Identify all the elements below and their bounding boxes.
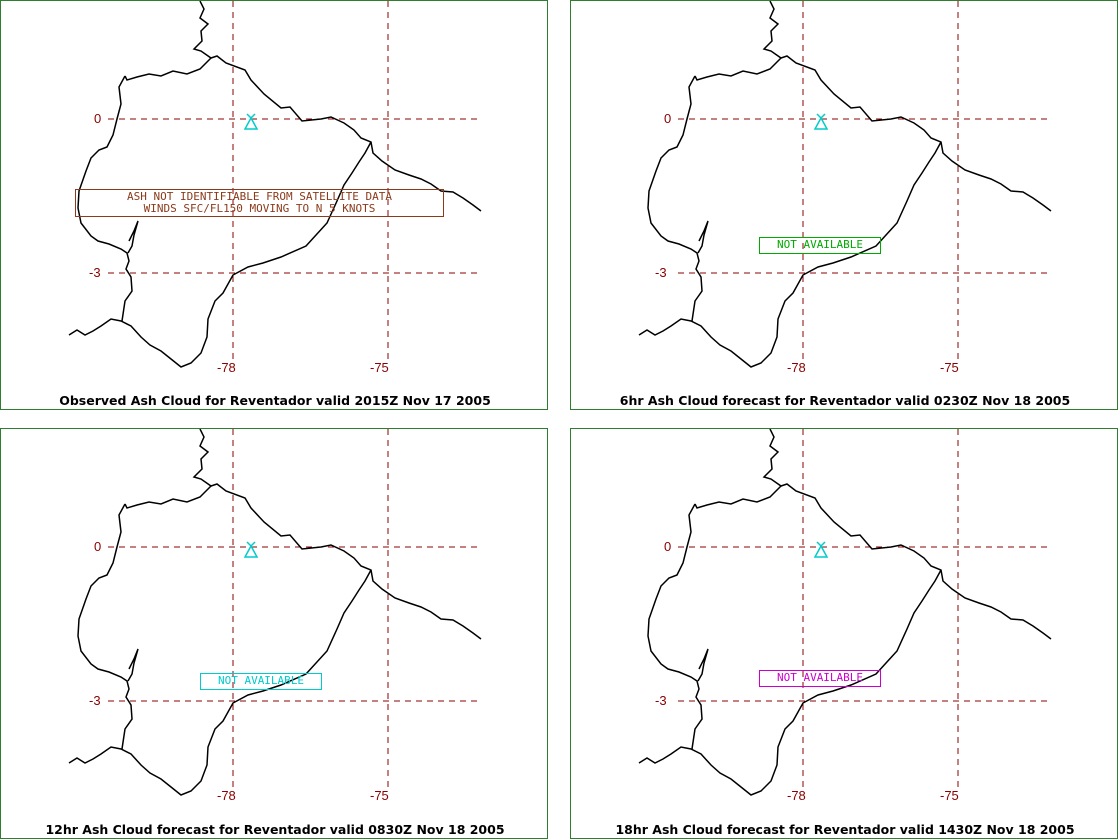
border-line <box>638 141 942 368</box>
coastline <box>192 429 482 640</box>
lon-label-minus75: -75 <box>940 360 959 375</box>
lat-label-0: 0 <box>664 539 672 554</box>
coastline <box>697 648 709 682</box>
map-panel-18hr: 0 -3 -78 -75 NOT AVAILABLE 18hr Ash Clou… <box>570 428 1118 839</box>
lat-label-0: 0 <box>94 111 102 126</box>
coastline <box>127 648 139 682</box>
coastline <box>694 57 782 81</box>
lon-label-minus78: -78 <box>787 788 806 803</box>
map-canvas <box>68 429 482 796</box>
ash-status-notice: NOT AVAILABLE <box>759 237 881 254</box>
volcano-icon <box>243 113 259 130</box>
volcano-icon <box>243 541 259 558</box>
lat-label-minus3: -3 <box>89 265 101 280</box>
lon-label-minus75: -75 <box>370 788 389 803</box>
lat-label-0: 0 <box>664 111 672 126</box>
border-line <box>68 569 372 796</box>
notice-line-1: NOT AVAILABLE <box>776 238 864 251</box>
coastline <box>124 57 212 81</box>
lat-label-minus3: -3 <box>655 693 667 708</box>
lon-label-minus75: -75 <box>370 360 389 375</box>
notice-line-1: NOT AVAILABLE <box>776 671 864 684</box>
panel-caption: 6hr Ash Cloud forecast for Reventador va… <box>619 393 1071 408</box>
ash-status-notice: NOT AVAILABLE <box>759 670 881 687</box>
border-line <box>638 569 942 796</box>
notice-line-2: WINDS SFC/FL150 MOVING TO N 5 KNOTS <box>143 202 376 215</box>
ash-status-notice: NOT AVAILABLE <box>200 673 322 690</box>
coastline <box>127 220 139 254</box>
border-line <box>68 141 372 368</box>
coastline <box>694 485 782 509</box>
coastline <box>762 429 1052 640</box>
coastline <box>77 75 133 322</box>
coastline <box>762 1 1052 212</box>
map-canvas <box>638 429 1052 796</box>
panel-caption: 12hr Ash Cloud forecast for Reventador v… <box>45 822 505 837</box>
notice-line-1: ASH NOT IDENTIFIABLE FROM SATELLITE DATA <box>127 190 392 203</box>
lon-label-minus75: -75 <box>940 788 959 803</box>
map-panel-12hr: 0 -3 -78 -75 NOT AVAILABLE 12hr Ash Clou… <box>0 428 548 839</box>
coastline <box>124 485 212 509</box>
map-panel-observed: 0 -3 -78 -75 ASH NOT IDENTIFIABLE FROM S… <box>0 0 548 410</box>
volcano-icon <box>813 113 829 130</box>
map-canvas <box>68 1 482 368</box>
volcano-icon <box>813 541 829 558</box>
ash-status-notice: ASH NOT IDENTIFIABLE FROM SATELLITE DATA… <box>75 189 444 217</box>
map-panel-6hr: 0 -3 -78 -75 NOT AVAILABLE 6hr Ash Cloud… <box>570 0 1118 410</box>
coastline <box>697 220 709 254</box>
coastline <box>647 503 703 750</box>
panel-caption: 18hr Ash Cloud forecast for Reventador v… <box>615 822 1075 837</box>
lat-label-0: 0 <box>94 539 102 554</box>
coastline <box>77 503 133 750</box>
lon-label-minus78: -78 <box>217 360 236 375</box>
notice-line-1: NOT AVAILABLE <box>217 674 305 687</box>
coastline <box>647 75 703 322</box>
panel-caption: Observed Ash Cloud for Reventador valid … <box>59 393 491 408</box>
lon-label-minus78: -78 <box>217 788 236 803</box>
map-canvas <box>638 1 1052 368</box>
coastline <box>192 1 482 212</box>
lat-label-minus3: -3 <box>655 265 667 280</box>
lat-label-minus3: -3 <box>89 693 101 708</box>
lon-label-minus78: -78 <box>787 360 806 375</box>
